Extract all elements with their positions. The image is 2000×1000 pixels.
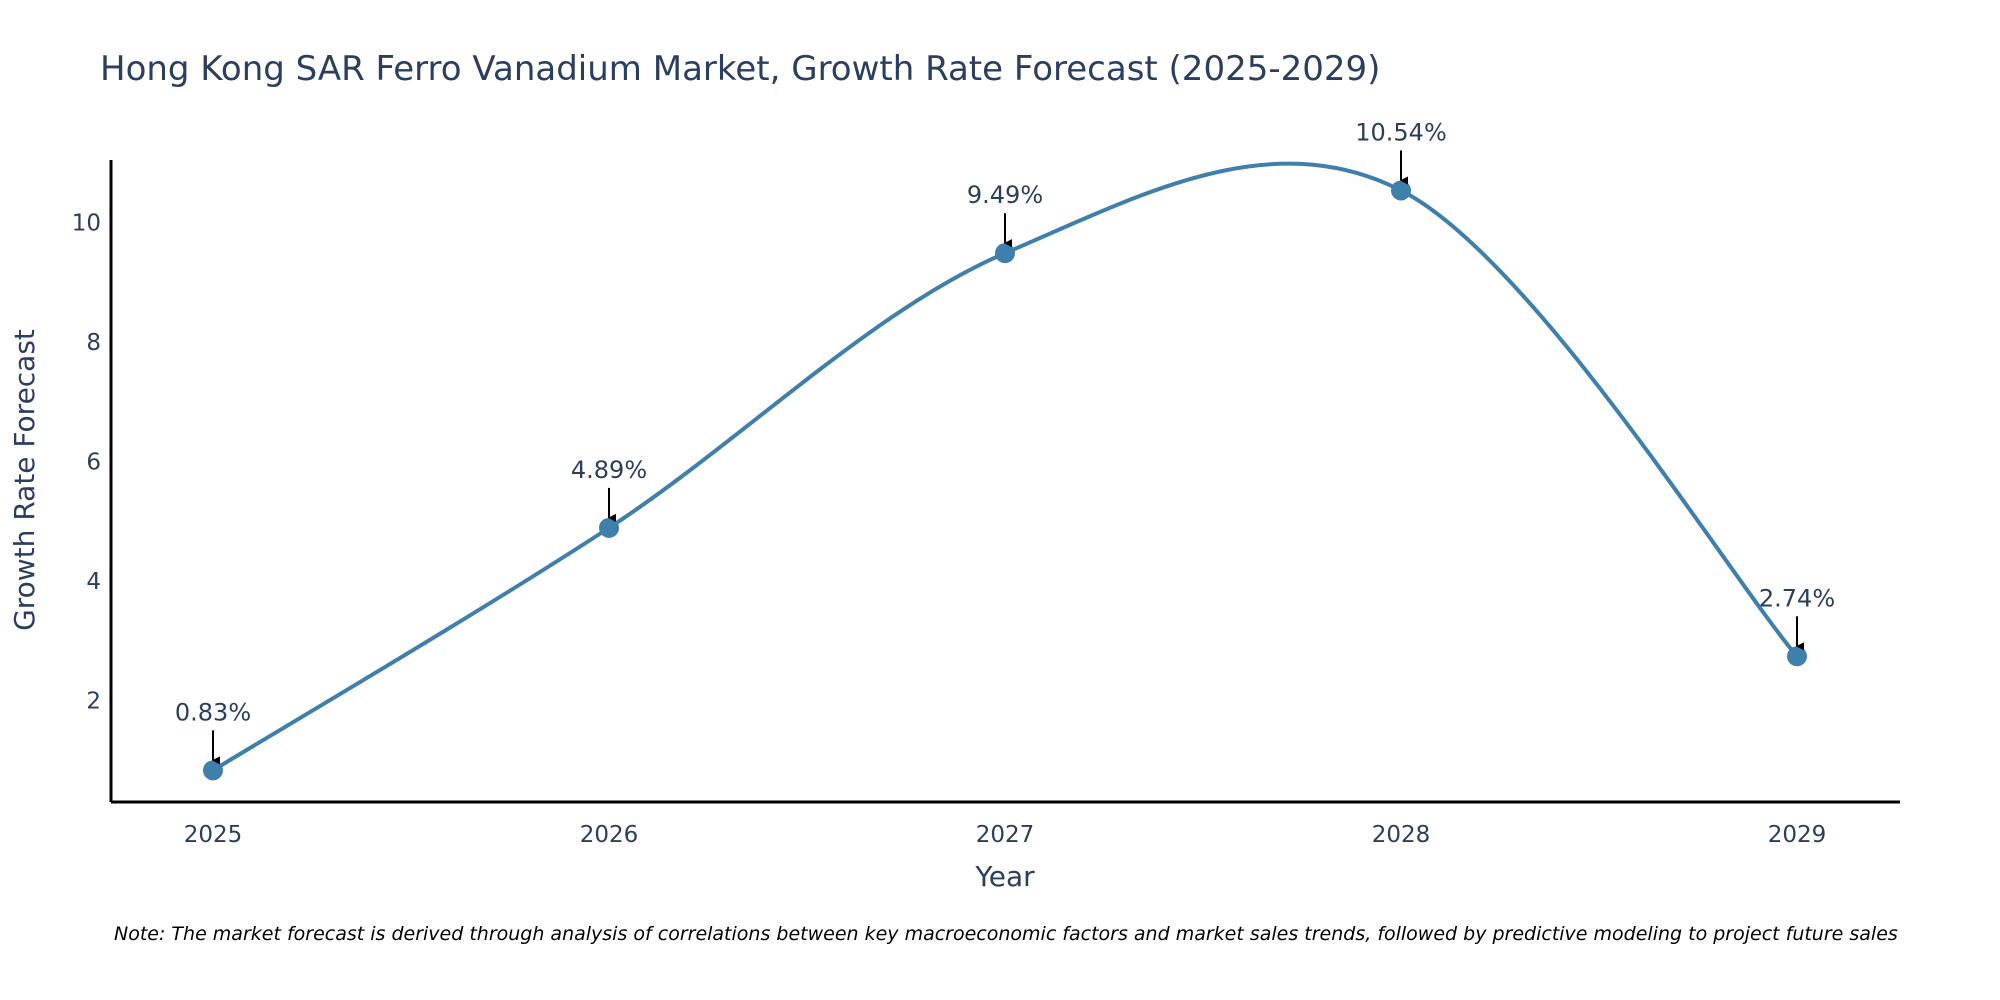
x-tick-label: 2028 [1372,822,1431,848]
series-line [211,161,1799,773]
data-label-annotations: 0.83% 4.89% 9.49% 10.54% 2.74% [175,118,1835,765]
data-label: 2.74% [1759,584,1835,612]
series-markers [203,180,1807,781]
data-point [203,760,223,781]
x-tick-label: 2026 [580,822,639,848]
data-point [599,517,619,538]
y-tick-label: 2 [86,688,101,714]
x-tick-label: 2027 [976,822,1035,848]
y-tick-label: 6 [86,450,101,476]
chart-note: Note: The market forecast is derived thr… [114,923,1898,945]
data-label: 9.49% [967,181,1043,209]
y-tick-label: 10 [72,211,101,237]
x-tick-label: 2025 [184,822,243,848]
chart-title: Hong Kong SAR Ferro Vanadium Market, Gro… [100,49,1380,89]
x-tick-label: 2029 [1768,822,1827,848]
y-tick-label: 8 [86,330,101,356]
data-label: 4.89% [571,456,647,484]
x-axis-ticks: 2025 2026 2027 2028 2029 [184,822,1827,848]
data-point [1391,180,1411,201]
y-axis-title: Growth Rate Forecast [8,329,41,631]
x-axis-title: Year [974,860,1035,893]
y-axis-ticks: 2 4 6 8 10 [72,211,101,715]
y-tick-label: 4 [86,569,101,595]
data-point [995,243,1015,264]
data-label: 0.83% [175,698,251,726]
data-label: 10.54% [1355,118,1447,146]
data-point [1787,646,1807,667]
